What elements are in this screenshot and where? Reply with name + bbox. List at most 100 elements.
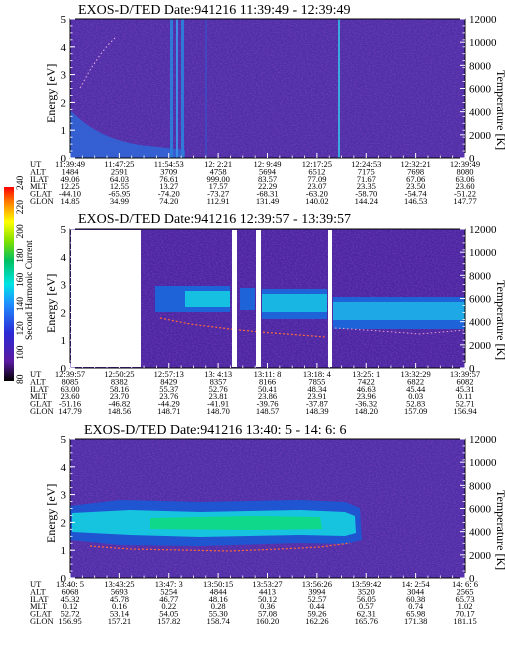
panel-1-info-table: UTALTILATMLTGLATGLON11:39:49148449.0612.…: [30, 153, 480, 206]
table-cell: 14: 2:54: [402, 579, 431, 589]
colorbar-tick-label: 100: [16, 345, 26, 360]
table-cell: 2591: [111, 166, 128, 176]
table-cell: -44.10: [59, 189, 81, 199]
table-cell: 64.03: [110, 174, 129, 184]
table-cell: 0.11: [458, 391, 473, 401]
table-cell: 14.85: [60, 196, 79, 206]
table-cell: 6512: [308, 166, 325, 176]
table-cell: -73.27: [207, 189, 229, 199]
table-cell: 1.02: [458, 601, 473, 611]
table-cell: 23.60: [60, 391, 79, 401]
table-cell: 160.20: [256, 616, 279, 626]
table-cell: 6822: [407, 376, 424, 386]
y2tick-label: 0: [469, 363, 475, 375]
table-cell: 23.07: [307, 181, 326, 191]
table-cell: 53.14: [110, 609, 130, 619]
table-cell: 13:50:15: [203, 579, 233, 589]
panel-2-y2ticks: 0 2000 4000 6000 8000 10000 12000: [460, 224, 497, 375]
table-cell: 7855: [308, 376, 325, 386]
table-cell: 52.76: [209, 384, 228, 394]
panel-2-data-gap-1: [71, 230, 141, 367]
table-cell: 12:39:57: [55, 369, 85, 379]
table-cell: 5694: [259, 166, 277, 176]
table-cell: 165.76: [355, 616, 378, 626]
table-cell: -39.76: [257, 399, 279, 409]
table-cell: -65.95: [108, 189, 130, 199]
table-cell: 131.49: [256, 196, 279, 206]
panel-2-data-gap-4: [328, 230, 332, 367]
table-cell: 23.35: [357, 181, 376, 191]
table-cell: 63.00: [60, 384, 79, 394]
panel-2-info-table: UTALTILATMLTGLATGLON12:39:57808563.0023.…: [30, 363, 480, 416]
table-cell: 12:32:21: [401, 159, 431, 169]
table-cell: 77.09: [307, 174, 326, 184]
table-cell: 13:40: 5: [56, 579, 84, 589]
table-cell: 157.21: [108, 616, 131, 626]
ytick-label: 0: [61, 573, 67, 585]
ytick-label: 4: [61, 252, 67, 264]
panel-2-temperature-trace-2: [334, 327, 466, 335]
table-cell: -74.20: [158, 189, 180, 199]
y2tick-label: 0: [469, 573, 475, 585]
table-cell: 148.57: [256, 406, 279, 416]
table-cell: 8080: [457, 166, 474, 176]
panel-2-data-gap-2: [232, 230, 237, 367]
panel-2-data-gap-3: [256, 230, 261, 367]
y2tick-label: 8000: [469, 60, 492, 72]
panel-1-spike-4: [338, 19, 340, 158]
table-cell: 12:57:13: [154, 369, 184, 379]
table-cell: 83.57: [258, 174, 277, 184]
table-cell: 6068: [62, 586, 79, 596]
table-cell: 13: 4:13: [204, 369, 232, 379]
table-cell: 12:50:25: [104, 369, 134, 379]
table-cell: 12:24:53: [351, 159, 381, 169]
ytick-label: 1: [61, 545, 67, 557]
table-cell: 67.06: [406, 174, 425, 184]
table-cell: 65.98: [406, 609, 425, 619]
table-cell: 3520: [358, 586, 375, 596]
ytick-label: 5: [61, 224, 67, 236]
ytick-label: 3: [61, 490, 67, 502]
table-cell: 17.57: [209, 181, 228, 191]
y2tick-label: 2000: [469, 550, 492, 562]
table-row-label: MLT: [30, 601, 48, 611]
table-row-label: ALT: [30, 376, 47, 386]
ytick-label: 2: [61, 307, 67, 319]
table-cell: 13.27: [159, 181, 178, 191]
panel-3-y2ticks: 0 2000 4000 6000 8000 10000 12000: [460, 434, 497, 585]
table-cell: 0.22: [161, 601, 176, 611]
table-cell: 0.12: [63, 601, 78, 611]
table-cell: 65.73: [455, 594, 474, 604]
colorbar-tick-label: 160: [16, 273, 26, 288]
table-cell: 156.95: [58, 616, 81, 626]
table-cell: 3044: [407, 586, 425, 596]
y2tick-label: 4000: [469, 107, 492, 119]
table-cell: 0.57: [359, 601, 374, 611]
table-cell: 48.16: [209, 594, 228, 604]
table-cell: 45.44: [406, 384, 426, 394]
table-cell: 45.32: [60, 594, 79, 604]
colorbar-tick-label: 140: [16, 297, 26, 312]
table-cell: 62.31: [357, 609, 376, 619]
table-cell: 4844: [210, 586, 228, 596]
y2tick-label: 10000: [469, 457, 497, 469]
table-cell: -51.22: [454, 189, 476, 199]
table-cell: -36.32: [355, 399, 377, 409]
table-cell: 8357: [210, 376, 227, 386]
table-cell: 5254: [160, 586, 178, 596]
table-cell: 13:32:29: [401, 369, 431, 379]
table-row-label: GLON: [30, 406, 54, 416]
colorbar-tick-label: 220: [16, 200, 26, 215]
table-cell: 0.03: [408, 391, 423, 401]
table-cell: -54.74: [405, 189, 428, 199]
table-cell: 11:47:25: [104, 159, 134, 169]
table-cell: 0.28: [211, 601, 226, 611]
table-cell: 13:47: 3: [155, 579, 183, 589]
ytick-label: 4: [61, 462, 67, 474]
panel-2-plot: [69, 228, 466, 369]
table-cell: 13:56:26: [302, 579, 332, 589]
table-cell: 8085: [62, 376, 79, 386]
y2tick-label: 8000: [469, 270, 492, 282]
panel-2-band-2: [240, 288, 255, 310]
y2tick-label: 8000: [469, 480, 492, 492]
